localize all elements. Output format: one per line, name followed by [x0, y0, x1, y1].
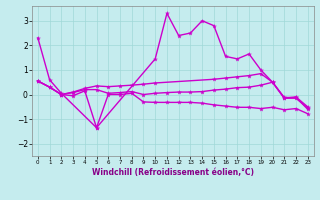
X-axis label: Windchill (Refroidissement éolien,°C): Windchill (Refroidissement éolien,°C)	[92, 168, 254, 177]
